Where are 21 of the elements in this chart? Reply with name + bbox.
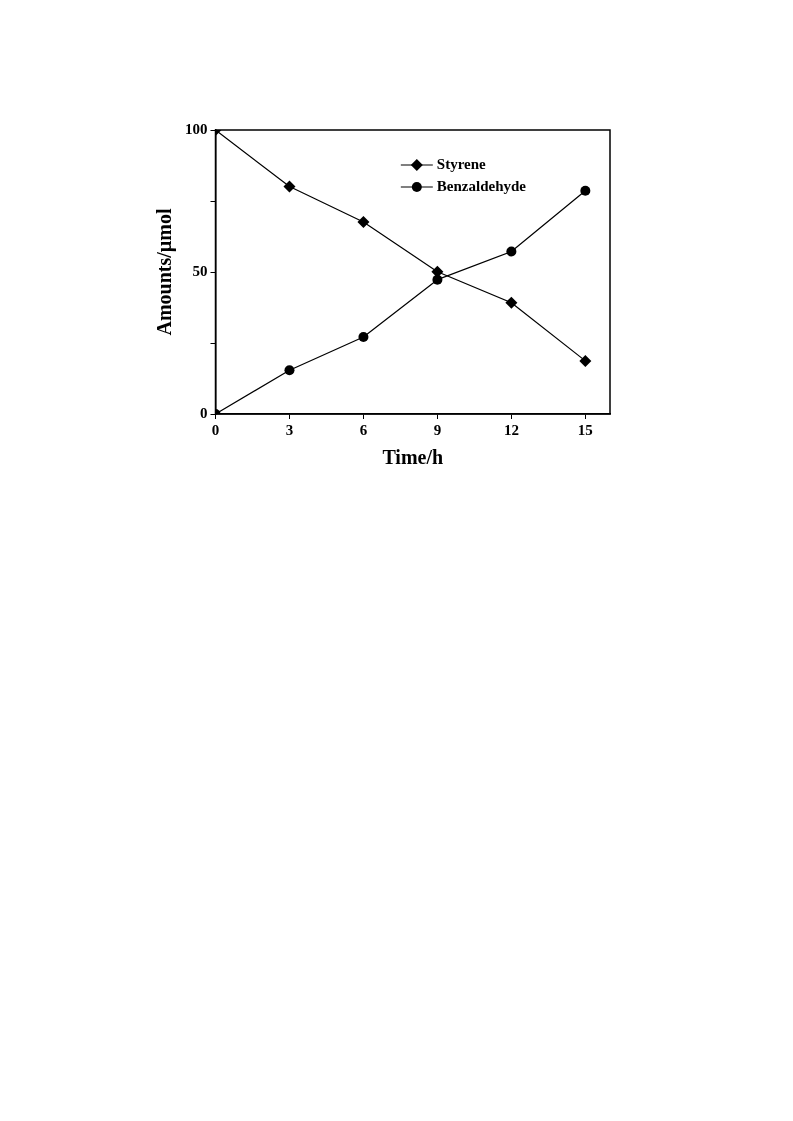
point xyxy=(283,180,296,193)
y-tick-label: 100 xyxy=(185,120,208,137)
x-tick-label: 12 xyxy=(503,421,519,438)
x-axis-title: Time/h xyxy=(382,446,444,469)
point xyxy=(505,296,518,309)
point xyxy=(579,354,592,367)
legend-label: Styrene xyxy=(436,155,487,172)
x-tick-label: 6 xyxy=(359,421,368,438)
x-tick-label: 0 xyxy=(211,421,220,438)
y-axis-title: Amounts/µmol xyxy=(153,208,177,336)
point xyxy=(580,185,591,196)
x-tick-label: 3 xyxy=(285,421,294,438)
point xyxy=(284,365,295,376)
x-tick-label: 15 xyxy=(577,421,593,438)
point xyxy=(357,216,370,229)
y-tick-label: 0 xyxy=(200,404,208,421)
y-tick-label: 50 xyxy=(192,262,208,279)
point xyxy=(358,332,369,343)
x-tick-label: 9 xyxy=(433,421,442,438)
legend-label: Benzaldehyde xyxy=(436,177,527,194)
point xyxy=(506,246,517,257)
